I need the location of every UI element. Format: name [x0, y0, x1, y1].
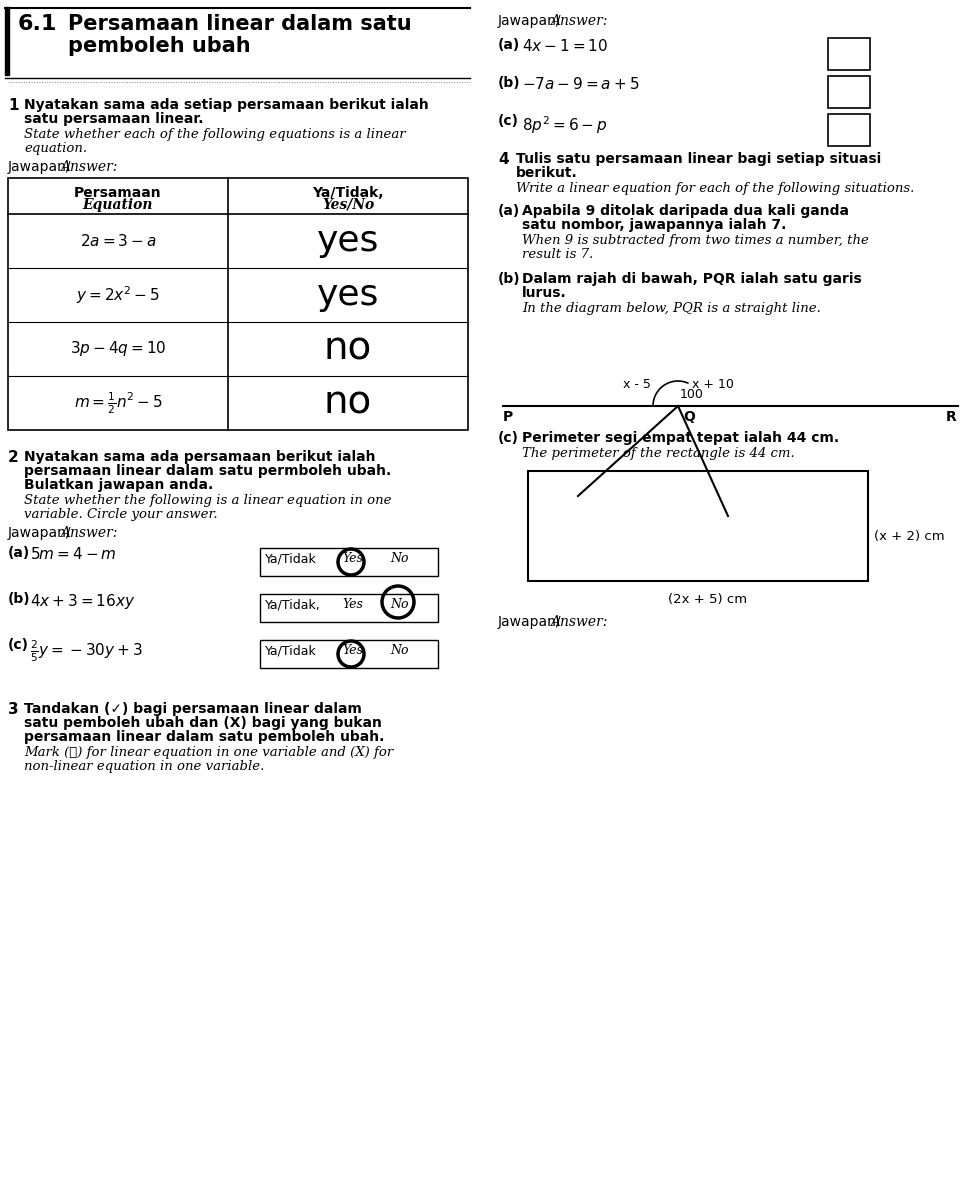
Text: $m = \frac{1}{2}n^2 - 5$: $m = \frac{1}{2}n^2 - 5$	[73, 390, 162, 416]
Text: (b): (b)	[8, 592, 30, 607]
Text: persamaan linear dalam satu permboleh ubah.: persamaan linear dalam satu permboleh ub…	[24, 464, 391, 478]
Text: Nyatakan sama ada persamaan berikut ialah: Nyatakan sama ada persamaan berikut iala…	[24, 450, 376, 464]
Text: Jawapan/: Jawapan/	[8, 160, 71, 174]
Text: 2: 2	[8, 450, 19, 464]
Text: Yes: Yes	[342, 552, 363, 565]
Bar	[8, 178, 468, 430]
Text: $4x - 1 = 10$: $4x - 1 = 10$	[522, 38, 608, 54]
Text: No: No	[390, 598, 409, 611]
Bar	[828, 76, 870, 107]
Text: yes: yes	[317, 278, 380, 312]
Text: Equation: Equation	[83, 198, 153, 213]
Text: Nyatakan sama ada setiap persamaan berikut ialah: Nyatakan sama ada setiap persamaan berik…	[24, 98, 428, 112]
Text: non-linear equation in one variable.: non-linear equation in one variable.	[24, 761, 264, 773]
Text: Q: Q	[683, 410, 695, 424]
Text: 1: 1	[8, 98, 19, 113]
Text: Yes: Yes	[342, 598, 363, 611]
Bar	[528, 470, 868, 581]
Text: no: no	[324, 384, 372, 421]
Text: (2x + 5) cm: (2x + 5) cm	[668, 593, 747, 607]
Text: No: No	[390, 552, 409, 565]
Text: Persamaan: Persamaan	[74, 186, 162, 201]
Text: $5m = 4 - m$: $5m = 4 - m$	[30, 546, 117, 562]
Text: persamaan linear dalam satu pemboleh ubah.: persamaan linear dalam satu pemboleh uba…	[24, 730, 385, 744]
Text: (a): (a)	[8, 546, 30, 560]
Text: $2a = 3 - a$: $2a = 3 - a$	[80, 233, 156, 250]
Text: $3p - 4q = 10$: $3p - 4q = 10$	[69, 339, 166, 358]
Bar	[260, 548, 438, 576]
Text: Answer:: Answer:	[60, 527, 117, 540]
Text: Ya/Tidak,: Ya/Tidak,	[265, 598, 321, 611]
Text: Perimeter segi empat tepat ialah 44 cm.: Perimeter segi empat tepat ialah 44 cm.	[522, 431, 839, 445]
Text: Bulatkan jawapan anda.: Bulatkan jawapan anda.	[24, 478, 213, 492]
Text: Ya/Tidak: Ya/Tidak	[265, 552, 317, 565]
Text: $-7a - 9 = a + 5$: $-7a - 9 = a + 5$	[522, 76, 639, 92]
Text: Tulis satu persamaan linear bagi setiap situasi: Tulis satu persamaan linear bagi setiap …	[516, 152, 881, 166]
Bar	[5, 7, 9, 75]
Text: State whether each of the following equations is a linear: State whether each of the following equa…	[24, 128, 406, 141]
Text: Jawapan/: Jawapan/	[498, 615, 561, 629]
Text: 3: 3	[8, 702, 19, 718]
Text: State whether the following is a linear equation in one: State whether the following is a linear …	[24, 494, 391, 507]
Text: yes: yes	[317, 224, 380, 258]
Text: Answer:: Answer:	[60, 160, 117, 174]
Text: Answer:: Answer:	[550, 14, 607, 27]
Text: Jawapan/: Jawapan/	[498, 14, 561, 27]
Text: (a): (a)	[498, 204, 520, 219]
Text: No: No	[390, 644, 409, 657]
Text: (a): (a)	[498, 38, 520, 53]
Text: Yes: Yes	[342, 644, 363, 657]
Text: When 9 is subtracted from two times a number, the: When 9 is subtracted from two times a nu…	[522, 234, 869, 247]
Text: 4: 4	[498, 152, 508, 167]
Text: (b): (b)	[498, 76, 520, 90]
Text: Tandakan (✓) bagi persamaan linear dalam: Tandakan (✓) bagi persamaan linear dalam	[24, 702, 362, 716]
Text: satu persamaan linear.: satu persamaan linear.	[24, 112, 204, 127]
Text: satu pemboleh ubah dan (X) bagi yang bukan: satu pemboleh ubah dan (X) bagi yang buk…	[24, 716, 382, 730]
Text: Write a linear equation for each of the following situations.: Write a linear equation for each of the …	[516, 181, 915, 195]
Text: variable. Circle your answer.: variable. Circle your answer.	[24, 507, 218, 521]
Text: $4x + 3 = 16xy$: $4x + 3 = 16xy$	[30, 592, 136, 611]
Text: pemboleh ubah: pemboleh ubah	[68, 36, 251, 56]
Text: $y = 2x^2 - 5$: $y = 2x^2 - 5$	[76, 284, 160, 306]
Text: Persamaan linear dalam satu: Persamaan linear dalam satu	[68, 14, 412, 33]
Text: 100: 100	[680, 388, 704, 401]
Text: Ya/Tidak,: Ya/Tidak,	[312, 186, 384, 201]
Text: no: no	[324, 330, 372, 368]
Text: In the diagram below, PQR is a straight line.: In the diagram below, PQR is a straight …	[522, 302, 821, 315]
Text: Apabila 9 ditolak daripada dua kali ganda: Apabila 9 ditolak daripada dua kali gand…	[522, 204, 849, 219]
Text: Ya/Tidak: Ya/Tidak	[265, 644, 317, 657]
Text: $\frac{2}{5}y = -30y + 3$: $\frac{2}{5}y = -30y + 3$	[30, 638, 142, 664]
Text: lurus.: lurus.	[522, 287, 567, 300]
Text: (c): (c)	[8, 638, 29, 652]
Text: Answer:: Answer:	[550, 615, 607, 629]
Text: Yes/No: Yes/No	[322, 198, 374, 213]
Bar	[828, 113, 870, 146]
Text: R: R	[946, 410, 956, 424]
Text: result is 7.: result is 7.	[522, 248, 593, 261]
Text: Dalam rajah di bawah, PQR ialah satu garis: Dalam rajah di bawah, PQR ialah satu gar…	[522, 272, 862, 287]
Bar	[828, 38, 870, 70]
Text: x + 10: x + 10	[692, 378, 734, 390]
Text: (c): (c)	[498, 431, 519, 445]
Text: satu nombor, jawapannya ialah 7.: satu nombor, jawapannya ialah 7.	[522, 219, 787, 232]
Text: berikut.: berikut.	[516, 166, 578, 180]
Text: equation.: equation.	[24, 142, 87, 155]
Bar	[260, 593, 438, 622]
Text: 6.1: 6.1	[18, 14, 58, 33]
Text: x - 5: x - 5	[623, 378, 651, 390]
Text: P: P	[503, 410, 513, 424]
Text: $8p^2 = 6 - p$: $8p^2 = 6 - p$	[522, 113, 607, 136]
Text: The perimeter of the rectangle is 44 cm.: The perimeter of the rectangle is 44 cm.	[522, 447, 794, 460]
Bar	[260, 640, 438, 667]
Text: (b): (b)	[498, 272, 520, 287]
Text: Mark (✓) for linear equation in one variable and (X) for: Mark (✓) for linear equation in one vari…	[24, 746, 393, 759]
Text: Jawapan/: Jawapan/	[8, 527, 71, 540]
Text: (c): (c)	[498, 113, 519, 128]
Text: (x + 2) cm: (x + 2) cm	[874, 530, 945, 543]
